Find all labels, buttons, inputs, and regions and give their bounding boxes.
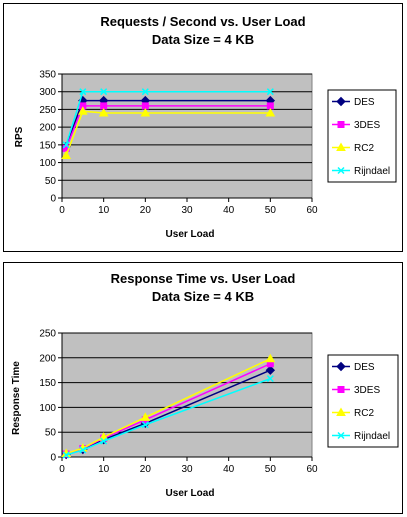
y-tick-label: 250: [39, 105, 56, 116]
legend-rc2-marker: [336, 142, 346, 151]
series-rc2-point: [98, 107, 109, 117]
series-rc2-point: [61, 150, 72, 159]
legend-3des-marker: [337, 386, 345, 393]
x-tick-label: 60: [306, 464, 318, 475]
legend-des-marker: [336, 96, 346, 107]
y-axis-label: Response Time: [11, 361, 22, 435]
series-rc2-point: [265, 353, 276, 363]
x-tick-label: 30: [181, 205, 193, 216]
series-rc2-point: [77, 106, 88, 115]
y-tick-label: 200: [39, 353, 56, 364]
series-rc2-point: [140, 412, 151, 421]
rps-chart-panel: Requests / Second vs. User Load Data Siz…: [3, 3, 403, 252]
plot-area: 0 50 100 150 200 250 300 350 0 10 20 30 40 50 60: [39, 70, 318, 217]
x-tick-label: 40: [223, 464, 235, 475]
series-rijndael-point: [62, 141, 70, 149]
x-tick-label: 0: [59, 205, 65, 216]
y-tick-label: 0: [50, 453, 56, 464]
chart-title: Response Time vs. User Load: [111, 271, 296, 286]
plot-background: [61, 73, 313, 199]
y-tick-label: 200: [39, 123, 56, 134]
y-tick-label: 150: [39, 140, 56, 151]
series-rijndael-point: [266, 88, 274, 96]
y-tick-label: 250: [39, 329, 56, 340]
legend: DES 3DES RC2 Rijndael: [327, 354, 399, 448]
x-axis-label: User Load: [166, 488, 215, 499]
legend-rijndael-label: Rijndael: [354, 431, 390, 442]
legend-rc2-label: RC2: [354, 143, 374, 154]
legend-box: [327, 89, 397, 183]
legend-rijndael-label: Rijndael: [354, 166, 390, 177]
x-tick-label: 50: [265, 205, 277, 216]
series-des-point: [265, 365, 276, 375]
series-rijndael-point: [79, 88, 87, 96]
series-rijndael-point: [266, 375, 274, 383]
x-tick-label: 10: [98, 464, 110, 475]
y-tick-label: 100: [39, 158, 56, 169]
x-tick-label: 0: [59, 464, 65, 475]
legend-3des-marker: [337, 121, 345, 128]
x-tick-label: 20: [140, 205, 152, 216]
y-tick-label: 50: [45, 428, 57, 439]
x-tick-label: 30: [181, 464, 193, 475]
plot-area: 0 50 100 150 200 250 0 10 20 30 40 50 60: [39, 329, 318, 476]
x-tick-label: 50: [265, 464, 277, 475]
legend-rc2-label: RC2: [354, 408, 374, 419]
legend-rijndael-marker: [337, 431, 345, 440]
y-tick-label: 150: [39, 378, 56, 389]
series-rijndael-point: [141, 88, 149, 96]
response-time-chart-panel: Response Time vs. User Load Data Size = …: [3, 262, 403, 514]
legend-des-marker: [336, 361, 346, 372]
y-tick-label: 50: [45, 176, 57, 187]
x-tick-label: 20: [140, 464, 152, 475]
legend-rijndael-marker: [337, 166, 345, 175]
y-axis-label: RPS: [14, 126, 25, 147]
chart-subtitle: Data Size = 4 KB: [152, 32, 254, 47]
legend-des-label: DES: [354, 97, 375, 108]
legend-3des-label: 3DES: [354, 120, 380, 131]
legend-box: [327, 354, 399, 448]
series-rc2-point: [140, 107, 151, 117]
legend-rc2-marker: [336, 407, 346, 416]
legend-des-label: DES: [354, 362, 375, 373]
y-tick-label: 300: [39, 87, 56, 98]
plot-background: [61, 332, 313, 458]
chart-subtitle: Data Size = 4 KB: [152, 289, 254, 304]
response-time-chart: Response Time vs. User Load Data Size = …: [11, 271, 399, 499]
x-tick-label: 10: [98, 205, 110, 216]
series-rijndael-point: [79, 446, 87, 454]
series-rc2-point: [265, 107, 276, 117]
y-tick-label: 100: [39, 403, 56, 414]
series-rijndael-point: [141, 421, 149, 429]
x-tick-label: 40: [223, 205, 235, 216]
rps-chart: Requests / Second vs. User Load Data Siz…: [14, 14, 397, 240]
y-tick-label: 0: [50, 194, 56, 205]
chart-title: Requests / Second vs. User Load: [100, 14, 305, 29]
series-rijndael-point: [100, 88, 108, 96]
x-tick-label: 60: [306, 205, 318, 216]
y-tick-label: 350: [39, 70, 56, 81]
x-axis-label: User Load: [166, 229, 215, 240]
legend-3des-label: 3DES: [354, 385, 380, 396]
series-rijndael-point: [100, 437, 108, 445]
legend: DES 3DES RC2 Rijndael: [327, 89, 397, 183]
series-rijndael-point: [62, 451, 70, 459]
